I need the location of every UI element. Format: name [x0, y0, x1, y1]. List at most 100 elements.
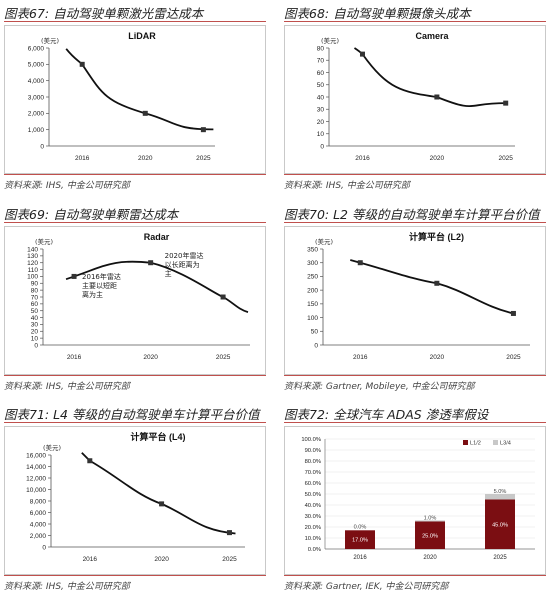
y-tick-label: 0	[320, 143, 324, 150]
x-tick-label: 2020	[430, 155, 445, 162]
y-tick-label: 30	[317, 107, 325, 114]
panel-source: 资料来源: Gartner, IEK, 中金公司研究部	[284, 582, 449, 592]
series-line	[350, 259, 514, 315]
legend-swatch	[493, 440, 498, 445]
chart-title: Camera	[415, 31, 449, 41]
x-tick-label: 2016	[353, 354, 368, 361]
y-tick-label: 4,000	[28, 78, 45, 85]
y-tick-label: 130	[27, 253, 38, 260]
y-tick-label: 70	[317, 58, 325, 65]
chart-lidar: LiDAR (美元) 0 1,000 2,000 3,000 4,000 5,000 6,000…	[28, 31, 215, 162]
y-tick-label: 0	[34, 342, 38, 349]
y-tick-label: 60.0%	[305, 481, 321, 487]
header-rule	[284, 21, 546, 22]
y-tick-label: 10	[317, 131, 325, 138]
x-tick-label: 2020	[154, 556, 169, 563]
chart-title: LiDAR	[128, 31, 156, 41]
annotation-text: 以长距离为	[165, 260, 200, 269]
y-unit-label: (美元)	[41, 36, 59, 45]
data-point	[220, 294, 226, 300]
y-tick-label: 50	[31, 308, 39, 315]
header-rule	[4, 21, 266, 22]
y-tick-label: 90.0%	[305, 448, 321, 454]
y-tick-label: 60	[317, 70, 325, 77]
y-tick-label: 6,000	[28, 45, 45, 52]
y-tick-label: 120	[27, 260, 38, 267]
legend-swatch	[463, 440, 468, 445]
chart-title: Radar	[144, 232, 170, 242]
data-point	[510, 310, 516, 316]
data-point	[503, 100, 509, 106]
y-tick-label: 2,000	[30, 533, 47, 540]
panel-lidar: 图表67: 自动驾驶单颗激光雷达成本 LiDAR (美元) 0 1,000 2,000 3…	[0, 0, 270, 199]
y-tick-label: 80.0%	[305, 459, 321, 465]
source-rule	[4, 174, 266, 175]
data-point	[357, 260, 363, 266]
chart-radar: Radar (美元) 0102030405060708090100110120130…	[27, 232, 250, 361]
series-line	[65, 260, 249, 313]
x-tick-label: 2016	[353, 555, 367, 561]
y-tick-label: 100	[307, 315, 318, 322]
legend-label: L3/4	[500, 441, 511, 447]
y-tick-label: 40	[317, 94, 325, 101]
panel-source: 资料来源: IHS, 中金公司研究部	[284, 181, 410, 191]
annotation-text: 主要以短距	[82, 281, 117, 290]
source-rule	[284, 174, 546, 175]
y-tick-label: 30.0%	[305, 514, 321, 520]
annotation-text: 主	[165, 269, 172, 278]
y-tick-label: 5,000	[28, 62, 45, 69]
y-tick-label: 0	[314, 342, 318, 349]
chart-box: 0.0% 10.0% 20.0% 30.0% 40.0% 50.0% 60.0% 70.0% 8…	[284, 426, 546, 575]
panel-header: 图表71: L4 等级的自动驾驶单车计算平台价值	[4, 407, 260, 422]
x-tick-label: 2016	[67, 354, 82, 361]
y-tick-label: 100	[27, 274, 38, 281]
source-rule	[4, 575, 266, 576]
y-tick-label: 200	[307, 287, 318, 294]
data-label: 45.0%	[492, 522, 508, 528]
data-point	[87, 458, 93, 464]
y-tick-label: 20	[31, 329, 39, 336]
y-unit-label: (美元)	[315, 237, 333, 246]
y-tick-label: 70	[31, 294, 39, 301]
y-unit-label: (美元)	[43, 443, 61, 452]
y-tick-label: 60	[31, 301, 39, 308]
source-rule	[4, 375, 266, 376]
panel-header: 图表68: 自动驾驶单颗摄像头成本	[284, 6, 471, 21]
x-tick-label: 2025	[216, 354, 231, 361]
panel-compute-l4: 图表71: L4 等级的自动驾驶单车计算平台价值 计算平台 (L4) (美元) 0 2…	[0, 401, 270, 600]
bar-segment	[415, 521, 445, 549]
chart-compute-l4: 计算平台 (L4) (美元) 0 2,000 4,000 6,000 8,000 10,000…	[26, 431, 245, 563]
y-tick-label: 50.0%	[305, 492, 321, 498]
panel-source: 资料来源: Gartner, Mobileye, 中金公司研究部	[284, 382, 475, 392]
chart-box: Camera (美元) 0 10 20 30 40 50 60 70 80 2016 2020 2025	[284, 25, 546, 174]
data-point	[148, 260, 154, 266]
data-point	[142, 110, 148, 116]
chart-title: 计算平台 (L2)	[409, 231, 464, 242]
y-tick-label: 250	[307, 274, 318, 281]
x-tick-label: 2016	[75, 155, 90, 162]
y-tick-label: 100.0%	[301, 437, 321, 443]
x-tick-label: 2025	[196, 155, 211, 162]
y-tick-label: 8,000	[30, 498, 47, 505]
source-rule	[284, 375, 546, 376]
y-tick-label: 150	[307, 301, 318, 308]
y-tick-label: 10	[31, 335, 39, 342]
data-label: 0.0%	[354, 524, 367, 530]
chart-camera: Camera (美元) 0 10 20 30 40 50 60 70 80 2016 2020 2025	[317, 31, 515, 162]
panel-adas-penetration: 图表72: 全球汽车 ADAS 渗透率假设 0.0% 10.0% 20.0% 30.0…	[280, 401, 550, 600]
annotation-text: 2020年雷达	[165, 251, 204, 260]
data-point	[434, 280, 440, 286]
y-tick-label: 12,000	[26, 475, 46, 482]
y-tick-label: 70.0%	[305, 470, 321, 476]
panel-header: 图表72: 全球汽车 ADAS 渗透率假设	[284, 407, 489, 422]
series-line	[81, 452, 236, 535]
panel-source: 资料来源: IHS, 中金公司研究部	[4, 181, 130, 191]
chart-compute-l2: 计算平台 (L2) (美元) 0 50 100 150 200 250 300 350 2016 20…	[307, 231, 530, 361]
header-rule	[4, 422, 266, 423]
data-label: 1.0%	[424, 515, 437, 521]
y-tick-label: 110	[28, 267, 39, 274]
annotation-text: 离为主	[82, 290, 103, 299]
x-tick-label: 2025	[498, 155, 513, 162]
y-tick-label: 40	[31, 315, 39, 322]
panel-camera: 图表68: 自动驾驶单颗摄像头成本 Camera (美元) 0 10 20 30 40 50 6…	[280, 0, 550, 199]
